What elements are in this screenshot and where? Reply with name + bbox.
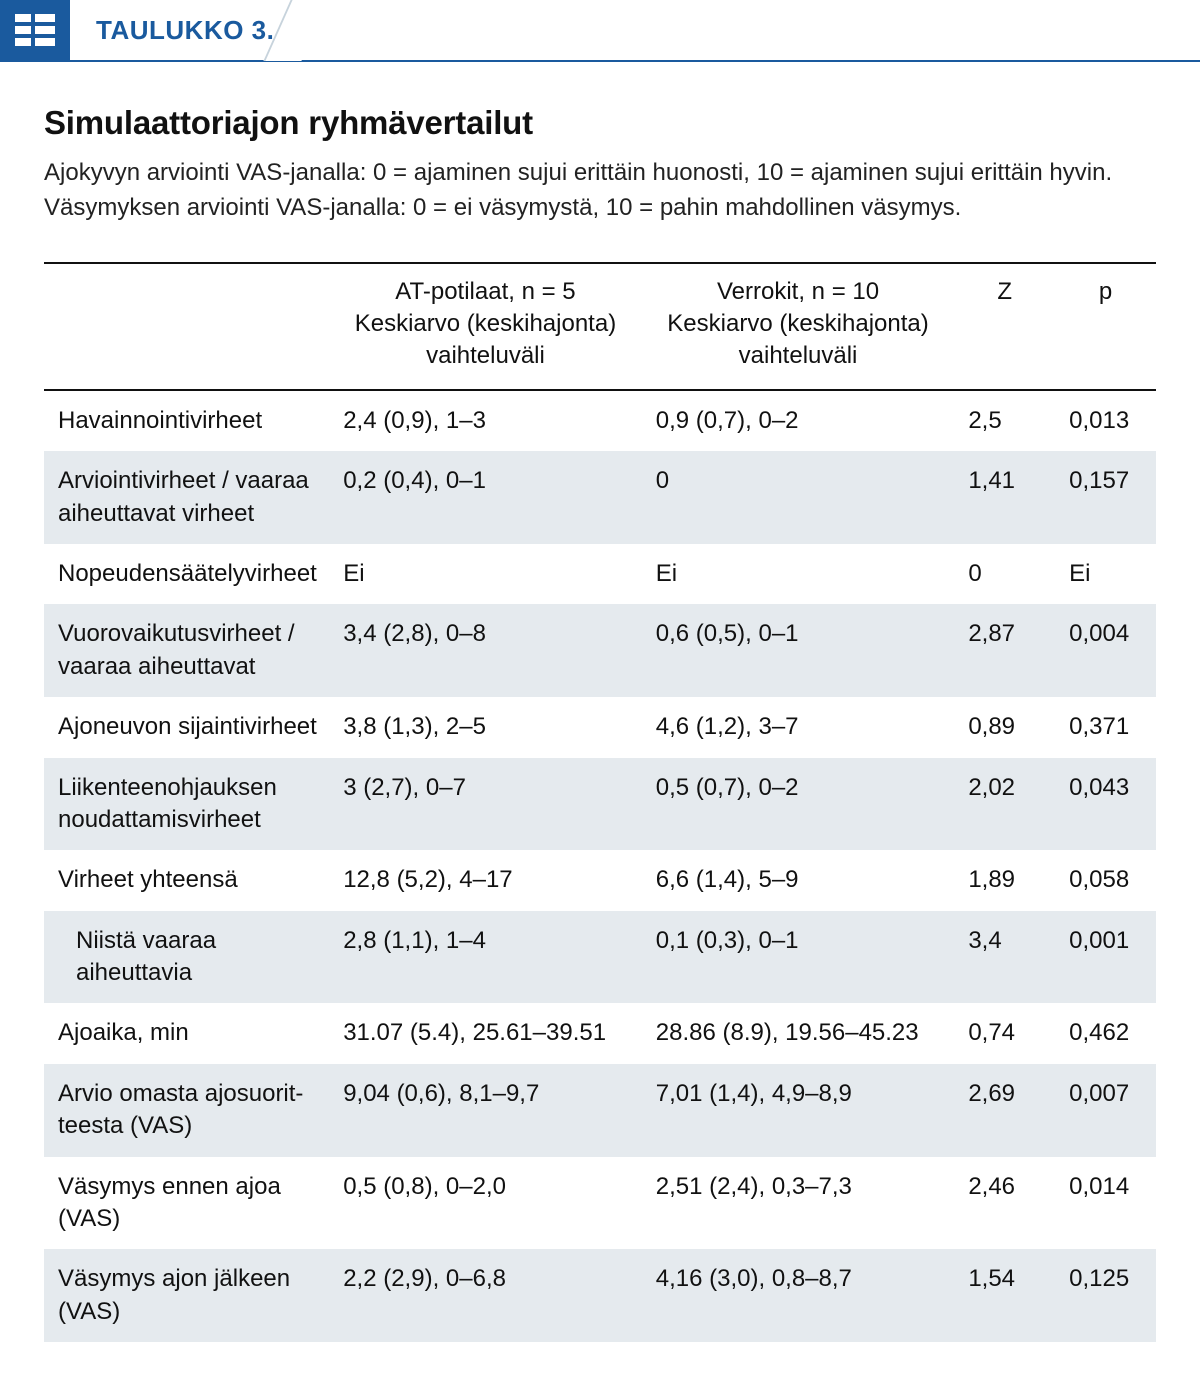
table-row: Arviointivirheet / vaaraa aiheuttavat vi… xyxy=(44,451,1156,544)
row-ver: 6,6 (1,4), 5–9 xyxy=(642,850,955,910)
row-ver: 4,16 (3,0), 0,8–8,7 xyxy=(642,1249,955,1342)
table-header-row: AT-potilaat, n = 5Keskiarvo (keskihajont… xyxy=(44,263,1156,390)
row-at: 2,8 (1,1), 1–4 xyxy=(329,911,642,1004)
row-label: Liikenteenohjauksen noudattamisvirheet xyxy=(44,758,329,851)
row-label: Arvio omasta ajosuorit-teesta (VAS) xyxy=(44,1064,329,1157)
row-label: Nopeudensäätelyvirheet xyxy=(44,544,329,604)
row-z: 1,89 xyxy=(954,850,1055,910)
row-label: Havainnointivirheet xyxy=(44,390,329,451)
row-at: 2,4 (0,9), 1–3 xyxy=(329,390,642,451)
row-at: 3,4 (2,8), 0–8 xyxy=(329,604,642,697)
row-p: 0,004 xyxy=(1055,604,1156,697)
row-z: 2,46 xyxy=(954,1157,1055,1250)
content: Simulaattoriajon ryhmävertailut Ajokyvyn… xyxy=(0,62,1200,1342)
row-z: 0,89 xyxy=(954,697,1055,757)
table-row: Havainnointivirheet2,4 (0,9), 1–30,9 (0,… xyxy=(44,390,1156,451)
row-p: 0,001 xyxy=(1055,911,1156,1004)
row-p: 0,007 xyxy=(1055,1064,1156,1157)
table-icon xyxy=(15,14,55,46)
row-label: Niistä vaaraa aiheuttavia xyxy=(44,911,329,1004)
row-z: 2,02 xyxy=(954,758,1055,851)
table-row: Liikenteenohjauksen noudattamisvirheet3 … xyxy=(44,758,1156,851)
header-label-wrap: TAULUKKO 3. xyxy=(70,0,1200,60)
row-at: 9,04 (0,6), 8,1–9,7 xyxy=(329,1064,642,1157)
row-at: 12,8 (5,2), 4–17 xyxy=(329,850,642,910)
row-z: 2,69 xyxy=(954,1064,1055,1157)
table-row: Niistä vaaraa aiheuttavia2,8 (1,1), 1–40… xyxy=(44,911,1156,1004)
table-row: Virheet yhteensä12,8 (5,2), 4–176,6 (1,4… xyxy=(44,850,1156,910)
row-at: 3 (2,7), 0–7 xyxy=(329,758,642,851)
col-header-3: Z xyxy=(954,263,1055,390)
row-p: 0,371 xyxy=(1055,697,1156,757)
table-icon-box xyxy=(0,0,70,60)
row-ver: 0,1 (0,3), 0–1 xyxy=(642,911,955,1004)
row-ver: 7,01 (1,4), 4,9–8,9 xyxy=(642,1064,955,1157)
table-row: Väsymys ajon jälkeen (VAS)2,2 (2,9), 0–6… xyxy=(44,1249,1156,1342)
col-header-0 xyxy=(44,263,329,390)
row-ver: 0 xyxy=(642,451,955,544)
row-p: Ei xyxy=(1055,544,1156,604)
row-p: 0,058 xyxy=(1055,850,1156,910)
row-ver: 0,6 (0,5), 0–1 xyxy=(642,604,955,697)
row-p: 0,157 xyxy=(1055,451,1156,544)
row-p: 0,013 xyxy=(1055,390,1156,451)
table-body: Havainnointivirheet2,4 (0,9), 1–30,9 (0,… xyxy=(44,390,1156,1342)
col-header-2: Verrokit, n = 10Keskiarvo (keskihajonta)… xyxy=(642,263,955,390)
row-label: Vuorovaikutusvirheet / vaaraa aiheuttava… xyxy=(44,604,329,697)
table-number-label: TAULUKKO 3. xyxy=(70,0,328,60)
table-row: NopeudensäätelyvirheetEiEi0Ei xyxy=(44,544,1156,604)
row-at: 2,2 (2,9), 0–6,8 xyxy=(329,1249,642,1342)
row-ver: 2,51 (2,4), 0,3–7,3 xyxy=(642,1157,955,1250)
row-z: 0 xyxy=(954,544,1055,604)
col-header-4: p xyxy=(1055,263,1156,390)
row-at: 31.07 (5.4), 25.61–39.51 xyxy=(329,1003,642,1063)
table-head: AT-potilaat, n = 5Keskiarvo (keskihajont… xyxy=(44,263,1156,390)
row-ver: 0,5 (0,7), 0–2 xyxy=(642,758,955,851)
table-row: Väsymys ennen ajoa (VAS)0,5 (0,8), 0–2,0… xyxy=(44,1157,1156,1250)
row-at: 0,5 (0,8), 0–2,0 xyxy=(329,1157,642,1250)
row-ver: 4,6 (1,2), 3–7 xyxy=(642,697,955,757)
table-row: Vuorovaikutusvirheet / vaaraa aiheuttava… xyxy=(44,604,1156,697)
row-z: 2,5 xyxy=(954,390,1055,451)
row-ver: 28.86 (8.9), 19.56–45.23 xyxy=(642,1003,955,1063)
row-p: 0,014 xyxy=(1055,1157,1156,1250)
row-label: Väsymys ennen ajoa (VAS) xyxy=(44,1157,329,1250)
table-title: Simulaattoriajon ryhmävertailut xyxy=(44,104,1156,142)
row-p: 0,462 xyxy=(1055,1003,1156,1063)
row-at: Ei xyxy=(329,544,642,604)
table-number-text: TAULUKKO 3. xyxy=(96,15,274,46)
row-p: 0,043 xyxy=(1055,758,1156,851)
table-row: Ajoaika, min31.07 (5.4), 25.61–39.5128.8… xyxy=(44,1003,1156,1063)
data-table: AT-potilaat, n = 5Keskiarvo (keskihajont… xyxy=(44,262,1156,1343)
row-p: 0,125 xyxy=(1055,1249,1156,1342)
row-label: Ajoneuvon sijaintivirheet xyxy=(44,697,329,757)
row-ver: Ei xyxy=(642,544,955,604)
table-header-bar: TAULUKKO 3. xyxy=(0,0,1200,62)
page: TAULUKKO 3. Simulaattoriajon ryhmävertai… xyxy=(0,0,1200,1382)
row-z: 3,4 xyxy=(954,911,1055,1004)
row-at: 0,2 (0,4), 0–1 xyxy=(329,451,642,544)
row-label: Virheet yhteensä xyxy=(44,850,329,910)
row-z: 1,54 xyxy=(954,1249,1055,1342)
row-label: Ajoaika, min xyxy=(44,1003,329,1063)
row-label: Arviointivirheet / vaaraa aiheuttavat vi… xyxy=(44,451,329,544)
row-at: 3,8 (1,3), 2–5 xyxy=(329,697,642,757)
row-z: 2,87 xyxy=(954,604,1055,697)
row-z: 0,74 xyxy=(954,1003,1055,1063)
row-z: 1,41 xyxy=(954,451,1055,544)
row-label: Väsymys ajon jälkeen (VAS) xyxy=(44,1249,329,1342)
table-row: Arvio omasta ajosuorit-teesta (VAS)9,04 … xyxy=(44,1064,1156,1157)
table-row: Ajoneuvon sijaintivirheet3,8 (1,3), 2–54… xyxy=(44,697,1156,757)
col-header-1: AT-potilaat, n = 5Keskiarvo (keskihajont… xyxy=(329,263,642,390)
row-ver: 0,9 (0,7), 0–2 xyxy=(642,390,955,451)
table-subtitle: Ajokyvyn arviointi VAS-janalla: 0 = ajam… xyxy=(44,156,1156,226)
